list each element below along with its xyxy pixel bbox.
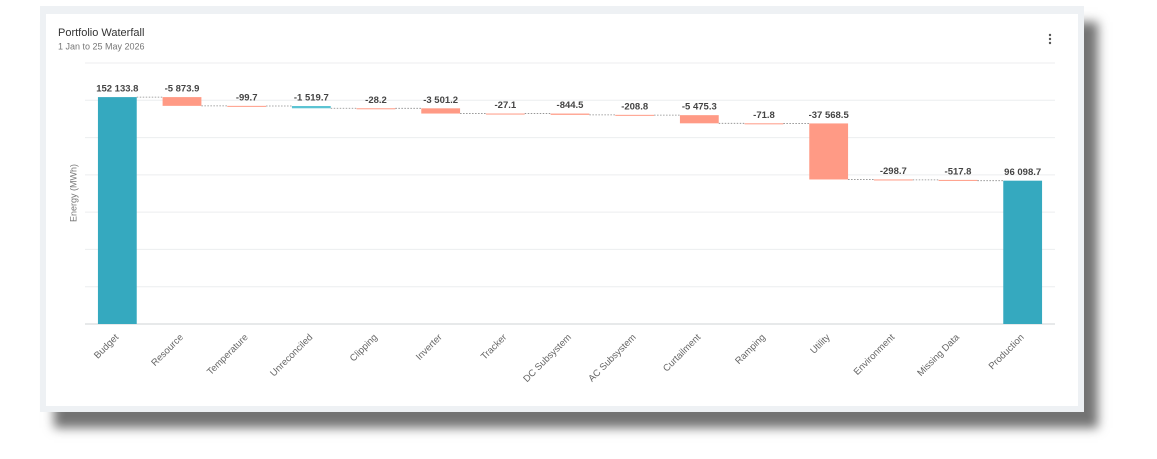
data-label: -5 475.3: [682, 102, 717, 113]
data-label: -28.2: [365, 95, 387, 106]
bar: [1003, 180, 1043, 324]
data-label: -37 568.5: [809, 110, 850, 121]
chart-title: Portfolio Waterfall: [58, 27, 144, 39]
bar: [809, 123, 849, 180]
x-tick-label: Ramping: [733, 332, 768, 367]
x-tick-label: Missing Data: [915, 332, 962, 379]
bar: [421, 108, 461, 114]
data-label: 96 098.7: [1004, 167, 1041, 178]
x-tick-label: Resource: [149, 332, 186, 369]
x-tick-label: Tracker: [479, 332, 509, 362]
data-label: -1 519.7: [294, 93, 329, 104]
x-tick-label: Temperature: [205, 332, 250, 377]
bar: [679, 115, 719, 124]
bar: [227, 105, 267, 107]
data-label: -844.5: [557, 100, 585, 111]
x-tick-label: Unreconciled: [268, 332, 315, 379]
data-label: -5 873.9: [165, 84, 200, 95]
data-label: -71.8: [753, 110, 775, 121]
menu-dot[interactable]: [1048, 33, 1052, 37]
menu-icon[interactable]: [1048, 33, 1052, 45]
data-label: -3 501.2: [423, 95, 458, 106]
bar: [356, 108, 396, 110]
data-label: -99.7: [236, 92, 258, 103]
panel: [46, 14, 1078, 406]
menu-dot[interactable]: [1048, 41, 1052, 45]
x-tick-label: Budget: [92, 332, 121, 361]
menu-dot[interactable]: [1048, 37, 1052, 41]
x-tick-label: Utility: [808, 332, 832, 356]
x-tick-label: Production: [987, 332, 1027, 372]
bar: [291, 106, 331, 109]
bar: [97, 97, 137, 324]
card: [40, 6, 1084, 412]
data-label: -27.1: [495, 100, 517, 111]
x-tick-label: DC Subsystem: [521, 332, 574, 385]
bar: [615, 114, 655, 116]
x-tick-label: Environment: [852, 332, 898, 378]
bar: [744, 123, 784, 125]
data-label: -298.7: [880, 166, 907, 177]
chart-subtitle: 1 Jan to 25 May 2026: [58, 41, 145, 51]
bar: [550, 113, 590, 115]
bar: [485, 113, 525, 115]
x-tick-label: Curtailment: [661, 332, 703, 374]
data-label: -208.8: [621, 101, 648, 112]
x-tick-label: Inverter: [414, 332, 445, 363]
y-axis-title: Energy (MWh): [68, 164, 78, 222]
data-label: -517.8: [945, 166, 972, 177]
x-tick-label: AC Subsystem: [586, 332, 638, 384]
bar: [162, 97, 202, 106]
data-label: 152 133.8: [96, 84, 138, 95]
bar: [873, 179, 913, 181]
bar: [938, 179, 978, 181]
x-tick-label: Clipping: [348, 332, 380, 364]
